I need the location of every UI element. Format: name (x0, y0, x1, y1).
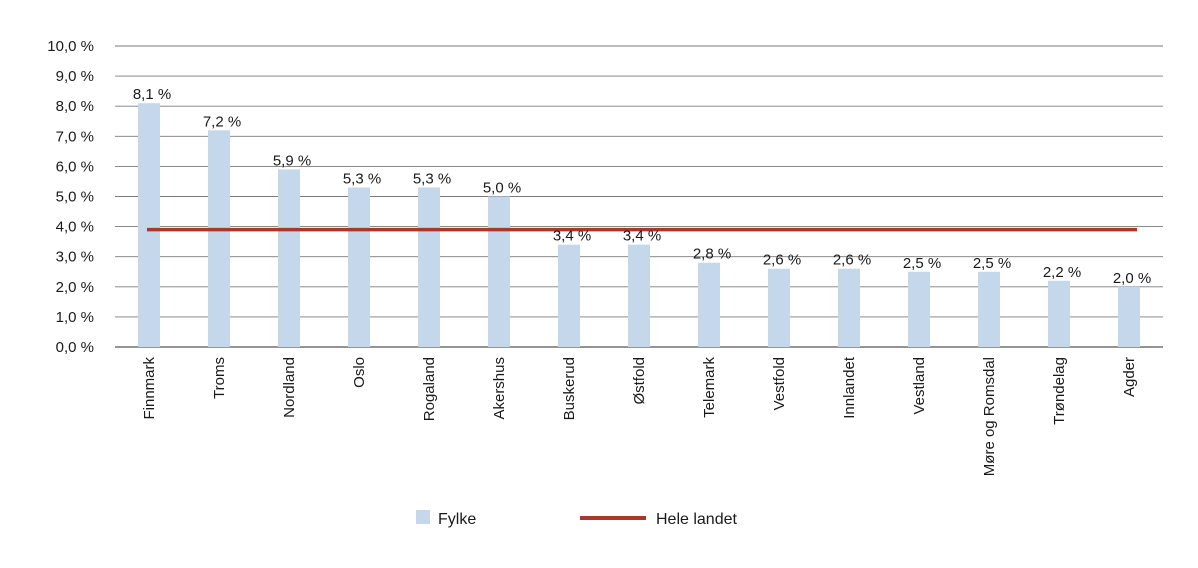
y-tick-label: 7,0 % (56, 128, 94, 145)
data-label: 2,6 % (833, 252, 871, 269)
category-label: Agder (1121, 357, 1138, 397)
y-axis-ticks: 0,0 % 1,0 % 2,0 % 3,0 % 4,0 % 5,0 % 6,0 % 7,0 %… (47, 38, 94, 356)
bar (698, 262, 720, 347)
y-tick-label: 3,0 % (56, 249, 94, 266)
data-label: 2,8 % (693, 246, 731, 263)
category-label: Innlandet (841, 356, 858, 419)
data-label: 2,5 % (903, 255, 941, 272)
y-tick-label: 5,0 % (56, 189, 94, 206)
category-label: Nordland (281, 357, 298, 418)
bar (348, 187, 370, 347)
bar (278, 169, 300, 347)
data-label: 7,2 % (203, 113, 241, 130)
category-label: Rogaland (421, 357, 438, 421)
legend-label-fylke: Fylke (438, 511, 476, 528)
y-tick-label: 10,0 % (47, 38, 94, 55)
bar (208, 130, 230, 347)
bars (138, 103, 1140, 347)
category-label: Akershus (491, 357, 508, 420)
data-label: 3,4 % (623, 228, 661, 245)
y-tick-label: 1,0 % (56, 309, 94, 326)
bar (138, 103, 160, 347)
bar (558, 244, 580, 347)
bar (418, 187, 440, 347)
y-tick-label: 9,0 % (56, 68, 94, 85)
category-label: Vestfold (771, 357, 788, 410)
bar (1048, 280, 1070, 347)
bar (908, 271, 930, 347)
legend-label-hele-landet: Hele landet (656, 511, 738, 528)
data-label: 3,4 % (553, 228, 591, 245)
category-label: Østfold (631, 357, 648, 405)
legend-swatch-fylke (416, 510, 430, 524)
bar (838, 268, 860, 347)
data-label: 2,2 % (1043, 264, 1081, 281)
y-tick-label: 2,0 % (56, 279, 94, 296)
category-label: Oslo (351, 357, 368, 388)
data-label: 5,9 % (273, 152, 311, 169)
bar (628, 244, 650, 347)
data-label: 2,5 % (973, 255, 1011, 272)
category-label: Buskerud (561, 357, 578, 420)
category-label: Finnmark (141, 357, 158, 420)
data-labels: 8,1 % 7,2 % 5,9 % 5,3 % 5,3 % 5,0 % 3,4 % 3,4 %… (133, 86, 1151, 287)
bar (978, 271, 1000, 347)
bar (488, 196, 510, 347)
category-label: Telemark (701, 357, 718, 418)
category-label: Vestland (911, 357, 928, 415)
category-label: Trøndelag (1051, 357, 1068, 425)
y-tick-label: 8,0 % (56, 98, 94, 115)
category-label: Møre og Romsdal (981, 357, 998, 476)
data-label: 2,6 % (763, 252, 801, 269)
data-label: 8,1 % (133, 86, 171, 103)
bar (768, 268, 790, 347)
category-label: Troms (211, 357, 228, 399)
data-label: 5,3 % (413, 170, 451, 187)
y-tick-label: 6,0 % (56, 158, 94, 175)
legend: Fylke Hele landet (416, 510, 738, 528)
data-label: 5,0 % (483, 180, 521, 197)
data-label: 5,3 % (343, 170, 381, 187)
x-axis-categories: Finnmark Troms Nordland Oslo Rogaland Akershu… (141, 356, 1138, 476)
y-tick-label: 4,0 % (56, 219, 94, 236)
y-tick-label: 0,0 % (56, 339, 94, 356)
bar (1118, 286, 1140, 347)
data-label: 2,0 % (1113, 270, 1151, 287)
